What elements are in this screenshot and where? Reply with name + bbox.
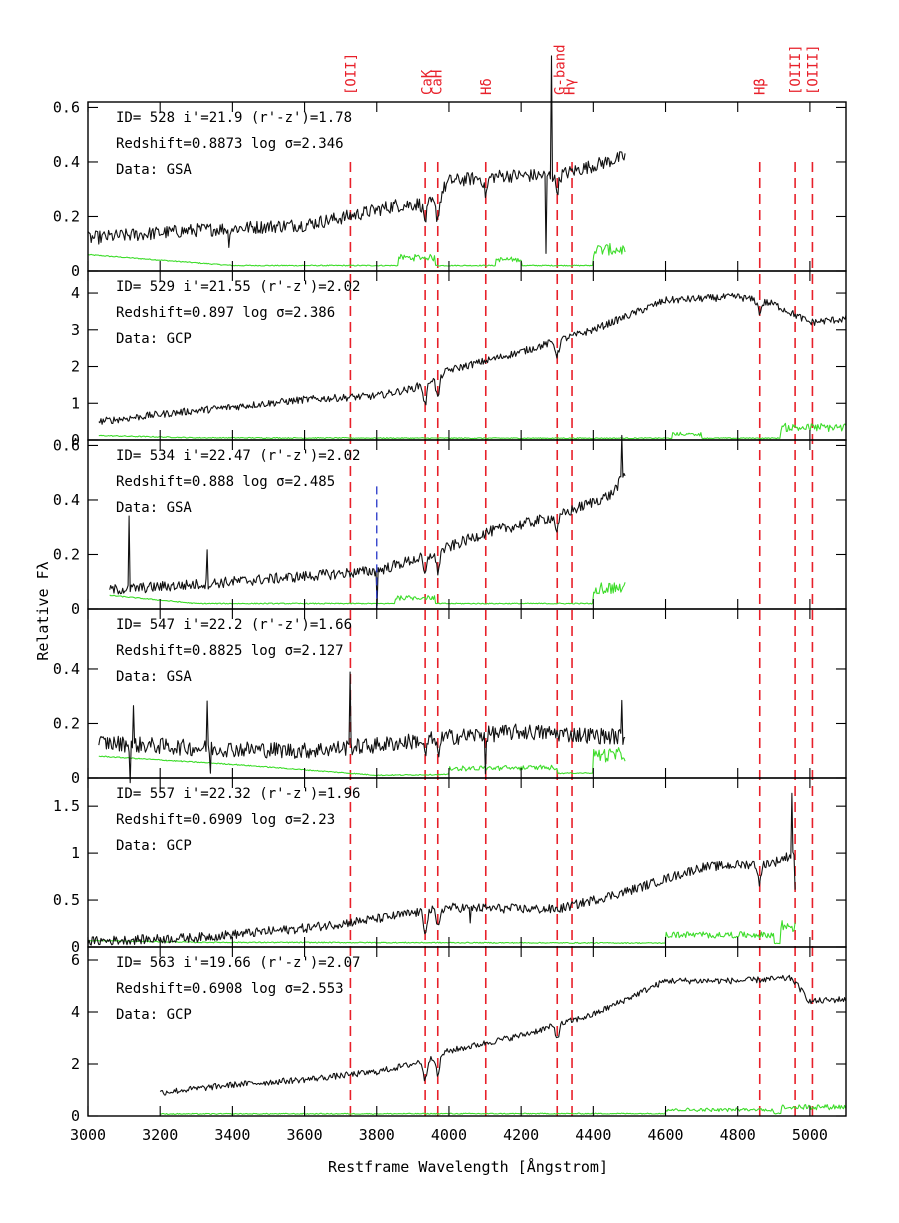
line-label-8: [OIII]: [805, 44, 821, 95]
flux-spectrum-0: [87, 55, 626, 254]
line-label-6: Hβ: [753, 78, 769, 95]
x-tick-label-1: 3200: [142, 1126, 178, 1144]
panel-id-line-2: ID= 534 i'=22.47 (r'-z')=2.02: [116, 448, 360, 464]
panel-frame-5: [87, 946, 847, 1117]
x-tick-label-0: 3000: [70, 1126, 106, 1144]
y-tick-label-4-0: 0: [71, 938, 80, 956]
y-tick-label-4-3: 1.5: [53, 797, 80, 815]
panel-redshift-line-2: Redshift=0.888 log σ=2.485: [116, 474, 335, 490]
panel-redshift-line-4: Redshift=0.6909 log σ=2.23: [116, 812, 335, 828]
x-tick-label-3: 3600: [287, 1126, 323, 1144]
y-tick-label-1-4: 4: [71, 284, 80, 302]
line-label-0: [OII]: [343, 53, 359, 95]
panel-frame-1: [87, 270, 847, 441]
flux-spectrum-4: [87, 792, 796, 946]
panel-redshift-line-1: Redshift=0.897 log σ=2.386: [116, 305, 335, 321]
y-axis-title: Relative Fλ: [34, 561, 52, 660]
y-tick-label-5-0: 0: [71, 1107, 80, 1125]
x-axis-title: Restframe Wavelength [Ångstrom]: [328, 1157, 608, 1176]
panel-0: 0 0.2 0.4 0.6 ID= 528 i'=21.9 (r'-z')=1.78 Re…: [53, 55, 847, 280]
line-label-4: G-band: [552, 44, 568, 95]
x-tick-label-5: 4000: [431, 1126, 467, 1144]
panel-frame-2: [87, 439, 847, 610]
y-tick-label-4-2: 1: [71, 844, 80, 862]
error-spectrum-3: [98, 747, 626, 777]
panel-id-line-4: ID= 557 i'=22.32 (r'-z')=1.96: [116, 786, 360, 802]
y-tick-label-2-2: 0.4: [53, 491, 80, 509]
panel-data-line-2: Data: GSA: [116, 500, 192, 516]
spectral-line-markers: [349, 162, 814, 1116]
panel-data-line-3: Data: GSA: [116, 669, 192, 685]
y-tick-label-5-3: 6: [71, 951, 80, 969]
error-spectrum-5: [160, 1104, 847, 1115]
error-spectrum-2: [109, 582, 626, 605]
error-spectrum-1: [98, 422, 847, 440]
panel-3: 0 0.2 0.4 ID= 547 i'=22.2 (r'-z')=1.66 Redsh…: [53, 608, 847, 787]
panel-id-line-5: ID= 563 i'=19.66 (r'-z')=2.07: [116, 955, 360, 971]
line-label-1: CaK: [419, 69, 435, 95]
panel-data-line-1: Data: GCP: [116, 331, 192, 347]
panel-5: 0 2 4 6 ID= 563 i'=19.66 (r'-z')=2.07 Redshif…: [71, 946, 847, 1125]
y-tick-label-0-3: 0.6: [53, 98, 80, 116]
panel-data-line-5: Data: GCP: [116, 1007, 192, 1023]
panel-id-line-1: ID= 529 i'=21.55 (r'-z')=2.02: [116, 279, 360, 295]
x-tick-label-9: 4800: [720, 1126, 756, 1144]
flux-spectrum-5: [159, 974, 847, 1096]
line-label-2: CaH: [429, 70, 445, 95]
panel-2: 0 0.2 0.4 0.6 ID= 534 i'=22.47 (r'-z')=2.02 R…: [53, 434, 847, 618]
y-tick-label-2-1: 0.2: [53, 545, 80, 563]
y-tick-label-0-2: 0.4: [53, 153, 80, 171]
x-tick-label-2: 3400: [214, 1126, 250, 1144]
panel-id-line-3: ID= 547 i'=22.2 (r'-z')=1.66: [116, 617, 352, 633]
x-tick-label-4: 3800: [359, 1126, 395, 1144]
x-axis: 3000 3200 3400 3600 3800 4000 4200 4400 4600 4800…: [70, 1126, 828, 1144]
line-label-3: Hδ: [479, 78, 495, 95]
line-label-7: [OIII]: [788, 44, 804, 95]
flux-spectrum-2: [109, 434, 626, 607]
line-label-5: Hγ: [562, 78, 578, 95]
y-tick-label-1-0: 0: [71, 431, 80, 449]
panel-data-line-4: Data: GCP: [116, 838, 192, 854]
y-tick-label-3-0: 0: [71, 769, 80, 787]
panel-4: 0 0.5 1 1.5 ID= 557 i'=22.32 (r'-z')=1.96 Red…: [53, 777, 847, 956]
x-tick-label-8: 4600: [647, 1126, 683, 1144]
y-tick-label-1-1: 1: [71, 394, 80, 412]
panel-id-line-0: ID= 528 i'=21.9 (r'-z')=1.78: [116, 110, 352, 126]
y-tick-label-4-1: 0.5: [53, 891, 80, 909]
y-tick-label-0-1: 0.2: [53, 207, 80, 225]
panel-redshift-line-5: Redshift=0.6908 log σ=2.553: [116, 981, 344, 997]
y-tick-label-1-3: 3: [71, 321, 80, 339]
x-tick-label-7: 4400: [575, 1126, 611, 1144]
y-tick-label-3-1: 0.2: [53, 714, 80, 732]
panel-redshift-line-3: Redshift=0.8825 log σ=2.127: [116, 643, 344, 659]
panel-frame-4: [87, 777, 847, 948]
flux-spectrum-3: [98, 671, 626, 784]
y-tick-label-5-1: 2: [71, 1055, 80, 1073]
spectra-panels: 0 0.2 0.4 0.6 ID= 528 i'=21.9 (r'-z')=1.78 Re…: [53, 55, 847, 1125]
panel-redshift-line-0: Redshift=0.8873 log σ=2.346: [116, 136, 344, 152]
panel-frame-0: [87, 101, 847, 272]
x-tick-label-6: 4200: [503, 1126, 539, 1144]
error-spectrum-0: [87, 242, 626, 267]
panel-frame-3: [87, 608, 847, 779]
panel-data-line-0: Data: GSA: [116, 162, 192, 178]
y-tick-label-1-2: 2: [71, 358, 80, 376]
flux-spectrum-1: [98, 292, 847, 425]
y-tick-label-5-2: 4: [71, 1003, 80, 1021]
y-tick-label-2-0: 0: [71, 600, 80, 618]
x-tick-label-10: 5000: [792, 1126, 828, 1144]
y-tick-label-3-2: 0.4: [53, 660, 80, 678]
error-spectrum-4: [87, 920, 796, 945]
y-tick-label-2-3: 0.6: [53, 436, 80, 454]
y-tick-label-0-0: 0: [71, 262, 80, 280]
panel-1: 0 1 2 3 4 ID= 529 i'=21.55 (r'-z')=2.02 Redshi…: [71, 270, 847, 449]
